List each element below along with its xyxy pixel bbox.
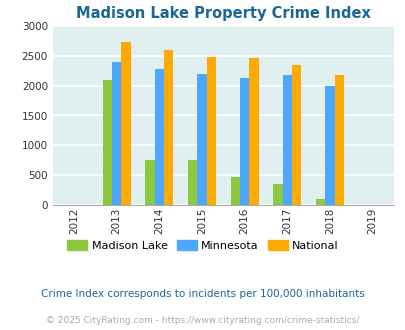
Bar (197, 74, 206, 205)
Bar (154, 69, 164, 205)
Legend: Madison Lake, Minnesota, National: Madison Lake, Minnesota, National (63, 236, 342, 255)
Bar (291, 65, 301, 205)
Bar (145, 160, 154, 205)
Text: © 2025 CityRating.com - https://www.cityrating.com/crime-statistics/: © 2025 CityRating.com - https://www.city… (46, 316, 359, 325)
Bar (273, 184, 282, 205)
Bar (206, 57, 215, 205)
Bar (164, 50, 173, 205)
Bar (230, 177, 239, 205)
Text: Crime Index corresponds to incidents per 100,000 inhabitants: Crime Index corresponds to incidents per… (41, 289, 364, 299)
Bar (315, 199, 324, 205)
Bar (239, 78, 249, 205)
Bar (102, 80, 112, 205)
Title: Madison Lake Property Crime Index: Madison Lake Property Crime Index (76, 6, 370, 21)
Bar (249, 58, 258, 205)
Bar (112, 62, 121, 205)
Bar (334, 75, 343, 205)
Bar (188, 160, 197, 205)
Bar (324, 86, 334, 205)
Bar (121, 43, 130, 205)
Bar (282, 75, 291, 205)
